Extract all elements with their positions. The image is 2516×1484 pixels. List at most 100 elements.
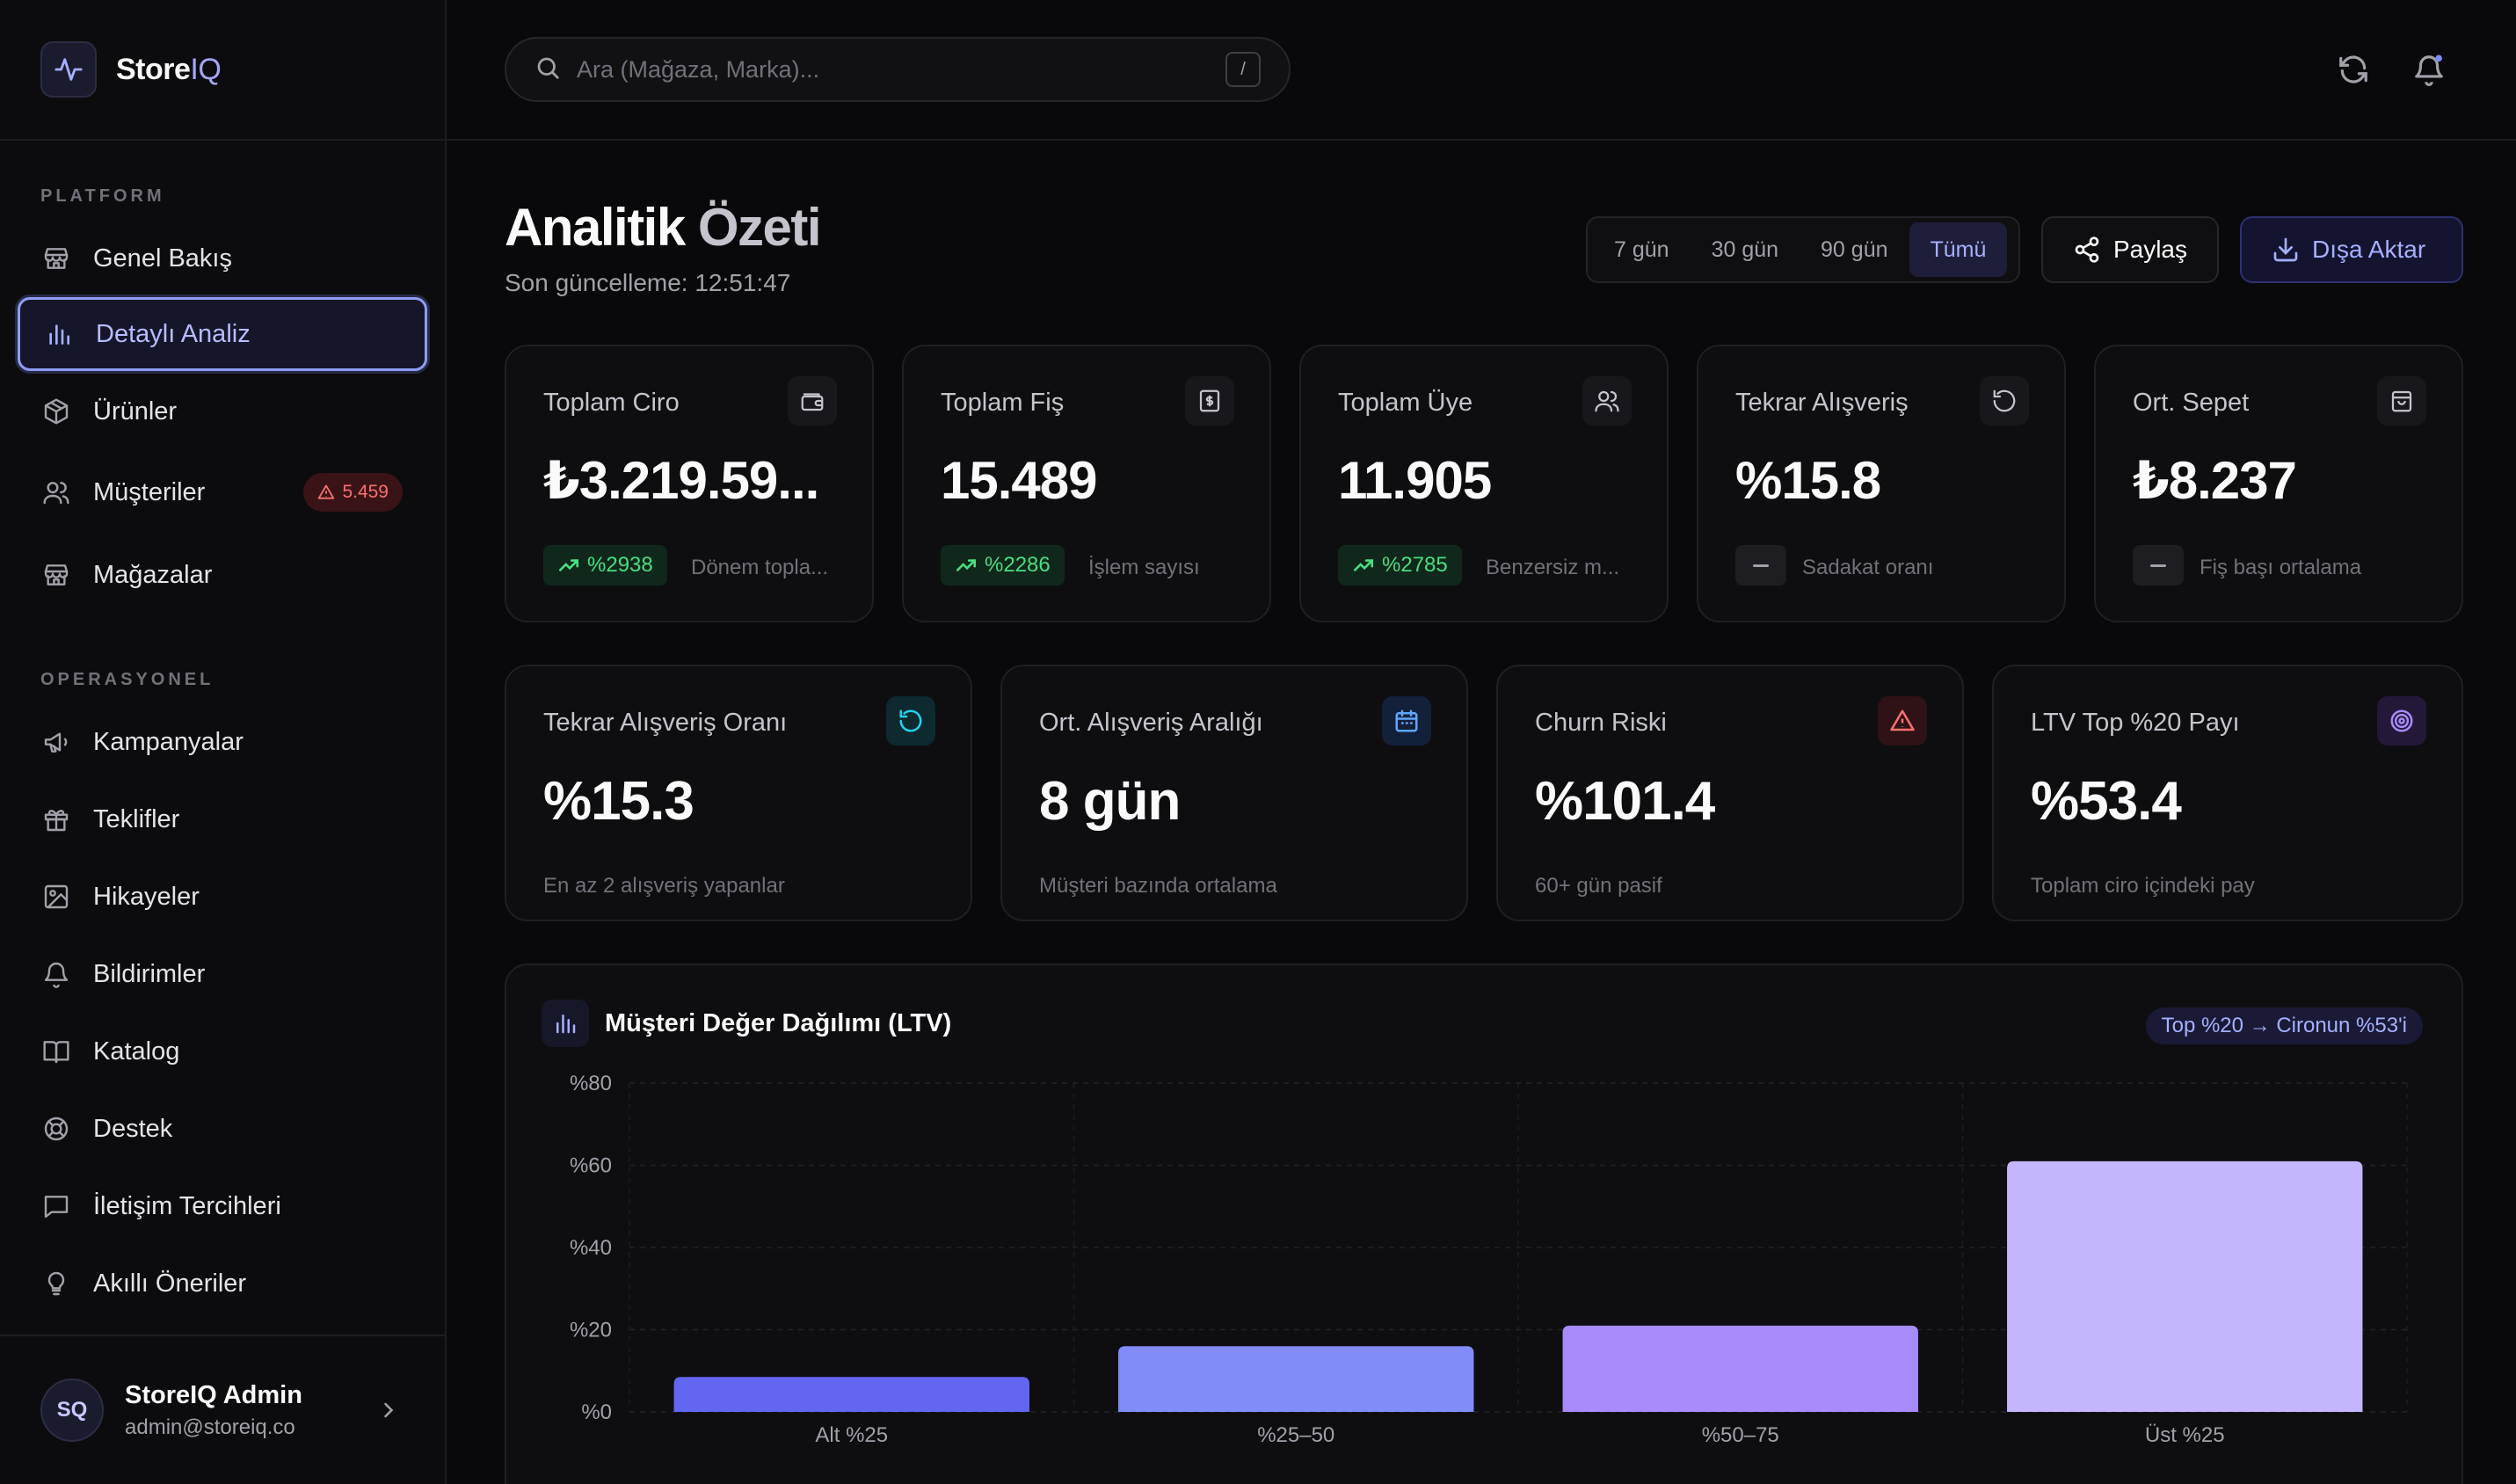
rotate-icon xyxy=(1980,376,2029,426)
kpi-note: Benzersiz m... xyxy=(1486,556,1620,579)
sidebar-item-label: Detaylı Analiz xyxy=(96,319,251,348)
search-input[interactable] xyxy=(577,55,1210,84)
sidebar-item-destek[interactable]: Destek xyxy=(18,1092,427,1166)
section-label-platform: PLATFORM xyxy=(40,186,165,206)
user-name: StoreIQ Admin xyxy=(125,1380,302,1409)
date-range-selector: 7 gün 30 gün 90 gün Tümü xyxy=(1586,216,2020,283)
sidebar-item-teklifler[interactable]: Teklifler xyxy=(18,782,427,856)
sidebar-item-iletisim-tercihleri[interactable]: İletişim Tercihleri xyxy=(18,1169,427,1243)
metric-label: Tekrar Alışveriş Oranı xyxy=(543,709,788,737)
range-7d[interactable]: 7 gün xyxy=(1614,236,1669,262)
sidebar-item-detayli-analiz[interactable]: Detaylı Analiz xyxy=(18,297,427,371)
book-icon xyxy=(40,1036,72,1067)
sidebar-item-katalog[interactable]: Katalog xyxy=(18,1015,427,1088)
trend-badge: %2938 xyxy=(543,545,667,586)
calendar-icon xyxy=(1382,696,1431,746)
x-tick-label: Alt %25 xyxy=(815,1423,888,1447)
export-button[interactable]: Dışa Aktar xyxy=(2240,216,2463,283)
search-icon xyxy=(534,55,561,85)
kpi-label: Toplam Ciro xyxy=(543,389,680,417)
y-tick-label: %40 xyxy=(570,1236,612,1260)
search-bar[interactable]: / xyxy=(505,37,1291,102)
share-button[interactable]: Paylaş xyxy=(2041,216,2219,283)
page-title: Analitik Özeti xyxy=(505,198,822,257)
brand-name: StoreIQ xyxy=(116,52,222,86)
trending-up-icon xyxy=(956,559,977,571)
sidebar-item-musteriler[interactable]: Müşteriler 5.459 xyxy=(18,455,427,529)
sidebar-item-genel-bakis[interactable]: Genel Bakış xyxy=(18,222,427,295)
kpi-card-toplam-fis: Toplam Fiş 15.489 %2286 İşlem sayısı xyxy=(902,345,1271,622)
metric-note: Toplam ciro içindeki pay xyxy=(2031,874,2255,898)
sidebar-item-label: Bildirimler xyxy=(93,959,206,988)
sidebar-item-label: Akıllı Öneriler xyxy=(93,1269,247,1298)
neutral-indicator xyxy=(2133,545,2184,586)
kpi-label: Toplam Fiş xyxy=(941,389,1065,417)
kpi-value: 11.905 xyxy=(1338,451,1492,510)
wallet-icon xyxy=(788,376,837,426)
lightbulb-icon xyxy=(40,1268,72,1299)
chart-insight-badge: Top %20 → Cironun %53'i xyxy=(2145,1008,2423,1044)
metric-value: %15.3 xyxy=(543,771,694,832)
metric-label: Ort. Alışveriş Aralığı xyxy=(1039,709,1263,737)
users-icon xyxy=(1582,376,1632,426)
sidebar-item-label: Teklifler xyxy=(93,804,180,833)
chevron-right-icon xyxy=(376,1398,401,1427)
range-30d[interactable]: 30 gün xyxy=(1711,236,1779,262)
sidebar-item-urunler[interactable]: Ürünler xyxy=(18,375,427,448)
y-tick-label: %20 xyxy=(570,1319,612,1342)
notifications-button[interactable] xyxy=(2409,49,2449,90)
metric-value: 8 gün xyxy=(1039,771,1181,832)
store-icon xyxy=(40,559,72,591)
y-tick-label: %0 xyxy=(581,1400,612,1424)
store-icon xyxy=(40,243,72,274)
kpi-value: ₺8.237 xyxy=(2133,451,2297,510)
bar-chart-icon xyxy=(542,1000,589,1047)
sidebar-item-magazalar[interactable]: Mağazalar xyxy=(18,538,427,612)
trend-badge: %2286 xyxy=(941,545,1065,586)
sidebar-item-label: Ürünler xyxy=(93,396,178,426)
brand[interactable]: StoreIQ xyxy=(0,0,445,141)
range-90d[interactable]: 90 gün xyxy=(1821,236,1888,262)
metric-note: 60+ gün pasif xyxy=(1535,874,1662,898)
metric-card-repeat-rate: Tekrar Alışveriş Oranı %15.3 En az 2 alı… xyxy=(505,665,972,921)
sidebar-item-label: Katalog xyxy=(93,1037,180,1066)
metric-value: %101.4 xyxy=(1535,771,1715,832)
kpi-note: Sadakat oranı xyxy=(1802,556,1934,579)
metric-label: LTV Top %20 Payı xyxy=(2031,709,2240,737)
trending-up-icon xyxy=(1353,559,1374,571)
bar-chart-icon xyxy=(43,318,75,350)
share-icon xyxy=(2075,236,2099,263)
sidebar-item-label: Müşteriler xyxy=(93,477,206,506)
sidebar-item-kampanyalar[interactable]: Kampanyalar xyxy=(18,705,427,779)
kpi-value: ₺3.219.59... xyxy=(543,451,819,510)
kpi-card-toplam-uye: Toplam Üye 11.905 %2785 Benzersiz m... xyxy=(1299,345,1669,622)
metric-note: Müşteri bazında ortalama xyxy=(1039,874,1277,898)
metric-note: En az 2 alışveriş yapanlar xyxy=(543,874,785,898)
metric-card-ltv-share: LTV Top %20 Payı %53.4 Toplam ciro içind… xyxy=(1992,665,2463,921)
refresh-button[interactable] xyxy=(2333,49,2374,90)
kpi-card-tekrar-alisveris: Tekrar Alışveriş %15.8 Sadakat oranı xyxy=(1697,345,2066,622)
kpi-note: Fiş başı ortalama xyxy=(2200,556,2362,579)
message-icon xyxy=(40,1190,72,1222)
sidebar-item-akilli-oneriler[interactable]: Akıllı Öneriler xyxy=(18,1247,427,1320)
gift-icon xyxy=(40,804,72,835)
rotate-icon xyxy=(886,696,935,746)
target-icon xyxy=(2377,696,2426,746)
sidebar-item-label: İletişim Tercihleri xyxy=(93,1191,281,1220)
user-email: admin@storeiq.co xyxy=(125,1415,295,1439)
y-tick-label: %80 xyxy=(570,1072,612,1095)
receipt-icon xyxy=(1185,376,1234,426)
sidebar-item-hikayeler[interactable]: Hikayeler xyxy=(18,860,427,934)
megaphone-icon xyxy=(40,726,72,758)
bell-icon xyxy=(2415,55,2443,86)
metric-label: Churn Riski xyxy=(1535,709,1667,737)
x-tick-label: %50–75 xyxy=(1702,1423,1779,1447)
metric-value: %53.4 xyxy=(2031,771,2182,832)
metric-card-churn-risk: Churn Riski %101.4 60+ gün pasif xyxy=(1496,665,1964,921)
ltv-bar-chart: %0 %20 %40 %60 %80 Alt %25 %25–50 %50–75 Üst %25 xyxy=(570,1072,2408,1447)
user-menu[interactable]: SQ StoreIQ Admin admin@storeiq.co xyxy=(0,1335,445,1484)
chart-title: Müşteri Değer Dağılımı (LTV) xyxy=(605,1009,952,1037)
range-all[interactable]: Tümü xyxy=(1909,222,2008,277)
alert-triangle-icon xyxy=(318,484,335,499)
sidebar-item-bildirimler[interactable]: Bildirimler xyxy=(18,937,427,1011)
